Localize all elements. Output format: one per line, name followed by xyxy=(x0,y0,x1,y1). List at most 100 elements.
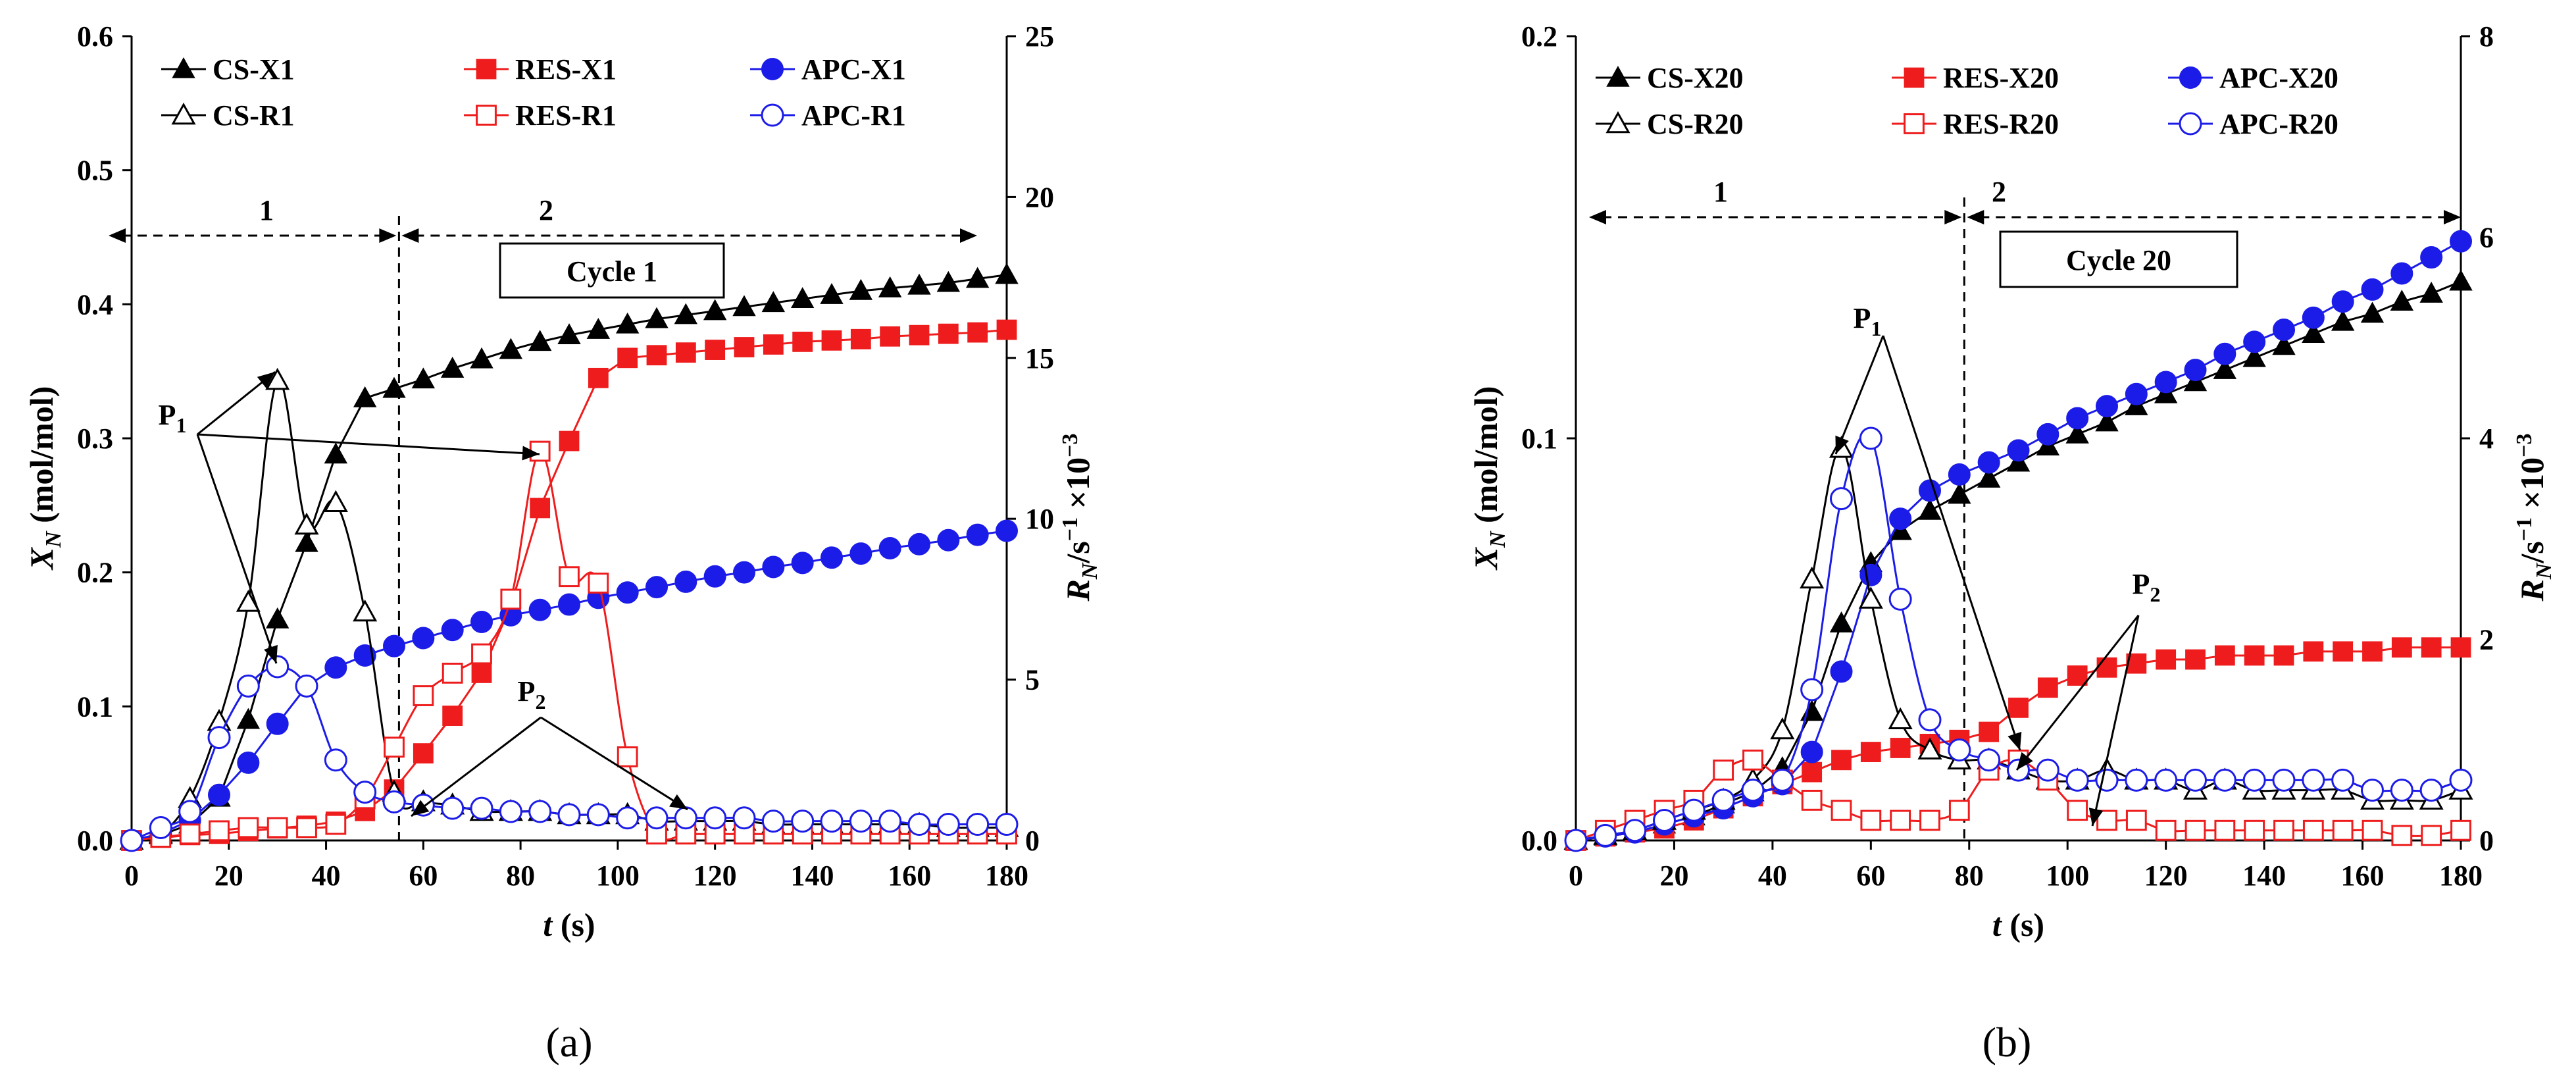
data-point xyxy=(2333,641,2354,662)
data-point xyxy=(236,708,261,729)
data-point xyxy=(617,746,638,767)
panel-label: (b) xyxy=(1983,1019,2032,1066)
data-point xyxy=(1741,779,1765,802)
data-point xyxy=(2155,819,2177,841)
data-point xyxy=(2095,410,2119,432)
data-point xyxy=(559,566,580,588)
y-tick-label-right: 15 xyxy=(1025,342,1054,374)
y-tick-label-right: 20 xyxy=(1025,181,1054,213)
legend-marker xyxy=(171,102,196,125)
legend-item: RES-R20 xyxy=(1892,108,2059,140)
y-tick-label-left: 0.2 xyxy=(1521,20,1557,53)
data-point xyxy=(2242,346,2266,367)
stage-arrow-head xyxy=(960,228,977,243)
data-point xyxy=(1890,738,1911,758)
data-point xyxy=(1859,563,1882,586)
data-point xyxy=(471,663,492,683)
data-point xyxy=(2390,290,2414,311)
data-point xyxy=(2125,768,2148,792)
legend-item: APC-R20 xyxy=(2168,108,2338,140)
data-point xyxy=(2391,637,2412,658)
data-point xyxy=(1564,829,1588,852)
data-point xyxy=(2272,334,2296,355)
panel-a: 0 20 40 60 80 100 120 140 160 1800.00.10.20.30.40… xyxy=(23,20,1102,1066)
data-point xyxy=(1858,586,1883,609)
stage-arrow-head xyxy=(1944,210,1962,224)
data-point xyxy=(557,803,581,827)
legend-item: CS-R1 xyxy=(161,99,295,132)
x-tick-label: 100 xyxy=(2046,860,2089,892)
data-point xyxy=(530,498,551,519)
data-point xyxy=(645,806,669,830)
data-point xyxy=(324,442,348,464)
data-point xyxy=(2184,768,2207,792)
data-point xyxy=(2244,645,2265,666)
data-point xyxy=(413,685,434,706)
data-point xyxy=(353,386,377,407)
data-point xyxy=(2007,439,2030,462)
data-point xyxy=(1713,760,1734,781)
data-point xyxy=(1831,750,1852,771)
legend-item: APC-X20 xyxy=(2168,62,2338,94)
x-tick-label: 180 xyxy=(2439,860,2483,892)
data-point xyxy=(2360,301,2385,323)
legend-marker xyxy=(761,58,784,80)
data-point xyxy=(880,326,901,347)
data-point xyxy=(179,823,201,845)
data-point xyxy=(2184,359,2207,382)
data-point xyxy=(2096,657,2117,678)
data-point xyxy=(441,619,464,642)
legend-marker xyxy=(476,59,497,80)
legend: CS-X1 RES-X1 APC-X1 CS-R1 RES-R1 APC-R1 xyxy=(161,53,906,132)
data-point xyxy=(2095,768,2119,792)
data-point xyxy=(1829,611,1854,632)
data-point xyxy=(324,656,347,679)
data-point xyxy=(2421,637,2442,658)
data-point xyxy=(384,736,405,758)
x-tick-label: 140 xyxy=(2242,860,2286,892)
peak-arrow xyxy=(1882,335,2021,751)
data-point xyxy=(1800,566,1825,589)
data-point xyxy=(703,565,726,588)
data-point xyxy=(208,783,230,806)
data-point xyxy=(588,367,609,388)
y-tick-label-left: 0.4 xyxy=(77,288,113,321)
legend-label: CS-X20 xyxy=(1647,62,1744,94)
data-point xyxy=(2450,230,2472,253)
data-point xyxy=(616,581,639,604)
data-point xyxy=(908,532,930,555)
data-point xyxy=(645,576,668,599)
legend-marker xyxy=(761,103,784,127)
data-point xyxy=(1830,487,1853,511)
data-point xyxy=(907,273,931,295)
data-point xyxy=(2449,269,2473,291)
y-tick-label-right: 8 xyxy=(2479,20,2494,53)
x-tick-label: 120 xyxy=(2144,860,2188,892)
data-point xyxy=(674,570,697,593)
data-point xyxy=(149,815,172,839)
x-tick-label: 80 xyxy=(1955,860,1984,892)
data-point xyxy=(646,345,667,366)
data-point xyxy=(2391,825,2413,846)
y-tick-label-right: 5 xyxy=(1025,664,1040,696)
data-point xyxy=(2213,342,2236,365)
data-point xyxy=(2273,319,2295,342)
data-point xyxy=(1918,708,1942,732)
legend-marker xyxy=(1606,65,1630,87)
peak-arrow xyxy=(1834,335,1884,455)
legend-label: APC-R1 xyxy=(801,99,906,132)
legend-label: CS-X1 xyxy=(213,53,295,86)
data-point xyxy=(703,806,727,830)
stage-arrow-head xyxy=(401,228,419,243)
data-point xyxy=(761,810,785,833)
data-point xyxy=(996,519,1018,542)
data-point xyxy=(500,588,522,610)
data-point xyxy=(323,490,348,513)
data-point xyxy=(2421,825,2442,846)
panel-b: 0 20 40 60 80 100 120 140 160 180 0.0 0.1 0.2 0 2 4 6 8 t … xyxy=(1467,20,2556,1066)
y-tick-label-left: 0.0 xyxy=(77,825,113,857)
data-point xyxy=(2244,819,2265,841)
data-point xyxy=(325,813,347,835)
data-point xyxy=(2302,819,2324,841)
data-point xyxy=(295,530,318,552)
